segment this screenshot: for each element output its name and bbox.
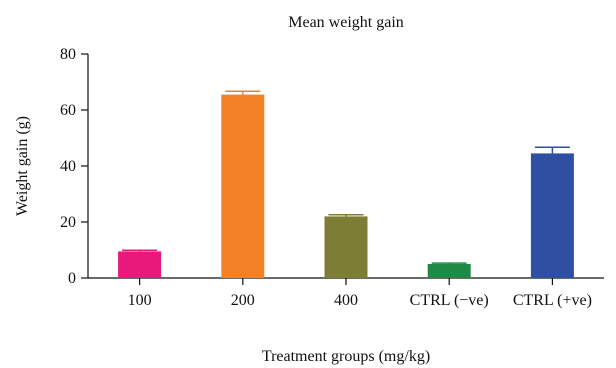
bar bbox=[530, 153, 574, 278]
x-axis-label: Treatment groups (mg/kg) bbox=[262, 348, 430, 365]
y-tick-label: 80 bbox=[60, 46, 76, 63]
x-ticks: 100 200 400 CTRL (−ve) CTRL (+ve) bbox=[128, 278, 592, 309]
y-tick-label: 0 bbox=[68, 270, 76, 287]
x-tick-label: 400 bbox=[334, 292, 358, 309]
x-tick-label: 200 bbox=[231, 292, 255, 309]
bar bbox=[427, 264, 471, 278]
y-tick-label: 60 bbox=[60, 102, 76, 119]
x-tick-label: CTRL (−ve) bbox=[410, 292, 489, 309]
y-ticks: 0 20 40 60 80 bbox=[60, 46, 88, 287]
y-tick-label: 40 bbox=[60, 158, 76, 175]
x-tick-label: CTRL (+ve) bbox=[513, 292, 592, 309]
x-tick-label: 100 bbox=[128, 292, 152, 309]
bar bbox=[221, 94, 265, 278]
bars bbox=[118, 90, 574, 278]
y-axis-label: Weight gain (g) bbox=[14, 116, 31, 216]
chart-title: Mean weight gain bbox=[288, 14, 404, 31]
bar bbox=[324, 216, 368, 278]
bar bbox=[118, 251, 162, 278]
y-tick-label: 20 bbox=[60, 214, 76, 231]
